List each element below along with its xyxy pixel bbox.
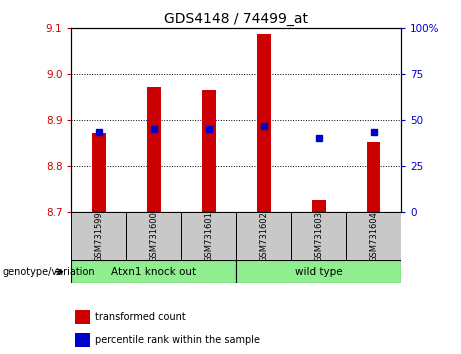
Text: percentile rank within the sample: percentile rank within the sample: [95, 336, 260, 346]
Bar: [202, 91, 216, 212]
Bar: [291, 212, 346, 260]
Text: GSM731603: GSM731603: [314, 211, 323, 262]
Bar: [147, 87, 161, 212]
Bar: [367, 142, 380, 212]
Text: GSM731600: GSM731600: [149, 211, 159, 262]
Bar: [236, 260, 401, 283]
Bar: [346, 212, 401, 260]
Bar: [236, 212, 291, 260]
Text: GSM731604: GSM731604: [369, 211, 378, 262]
Bar: [71, 260, 236, 283]
Bar: [257, 34, 271, 212]
Text: GSM731601: GSM731601: [204, 211, 213, 262]
Text: genotype/variation: genotype/variation: [2, 267, 95, 277]
Text: GSM731602: GSM731602: [259, 211, 268, 262]
Bar: [75, 333, 89, 347]
Title: GDS4148 / 74499_at: GDS4148 / 74499_at: [164, 12, 308, 26]
Bar: [75, 310, 89, 324]
Bar: [181, 212, 236, 260]
Text: transformed count: transformed count: [95, 313, 185, 322]
Bar: [71, 212, 126, 260]
Bar: [126, 212, 181, 260]
Bar: [92, 133, 106, 212]
Text: GSM731599: GSM731599: [95, 211, 103, 262]
Text: Atxn1 knock out: Atxn1 knock out: [111, 267, 196, 277]
Text: wild type: wild type: [295, 267, 343, 277]
Bar: [312, 200, 325, 212]
